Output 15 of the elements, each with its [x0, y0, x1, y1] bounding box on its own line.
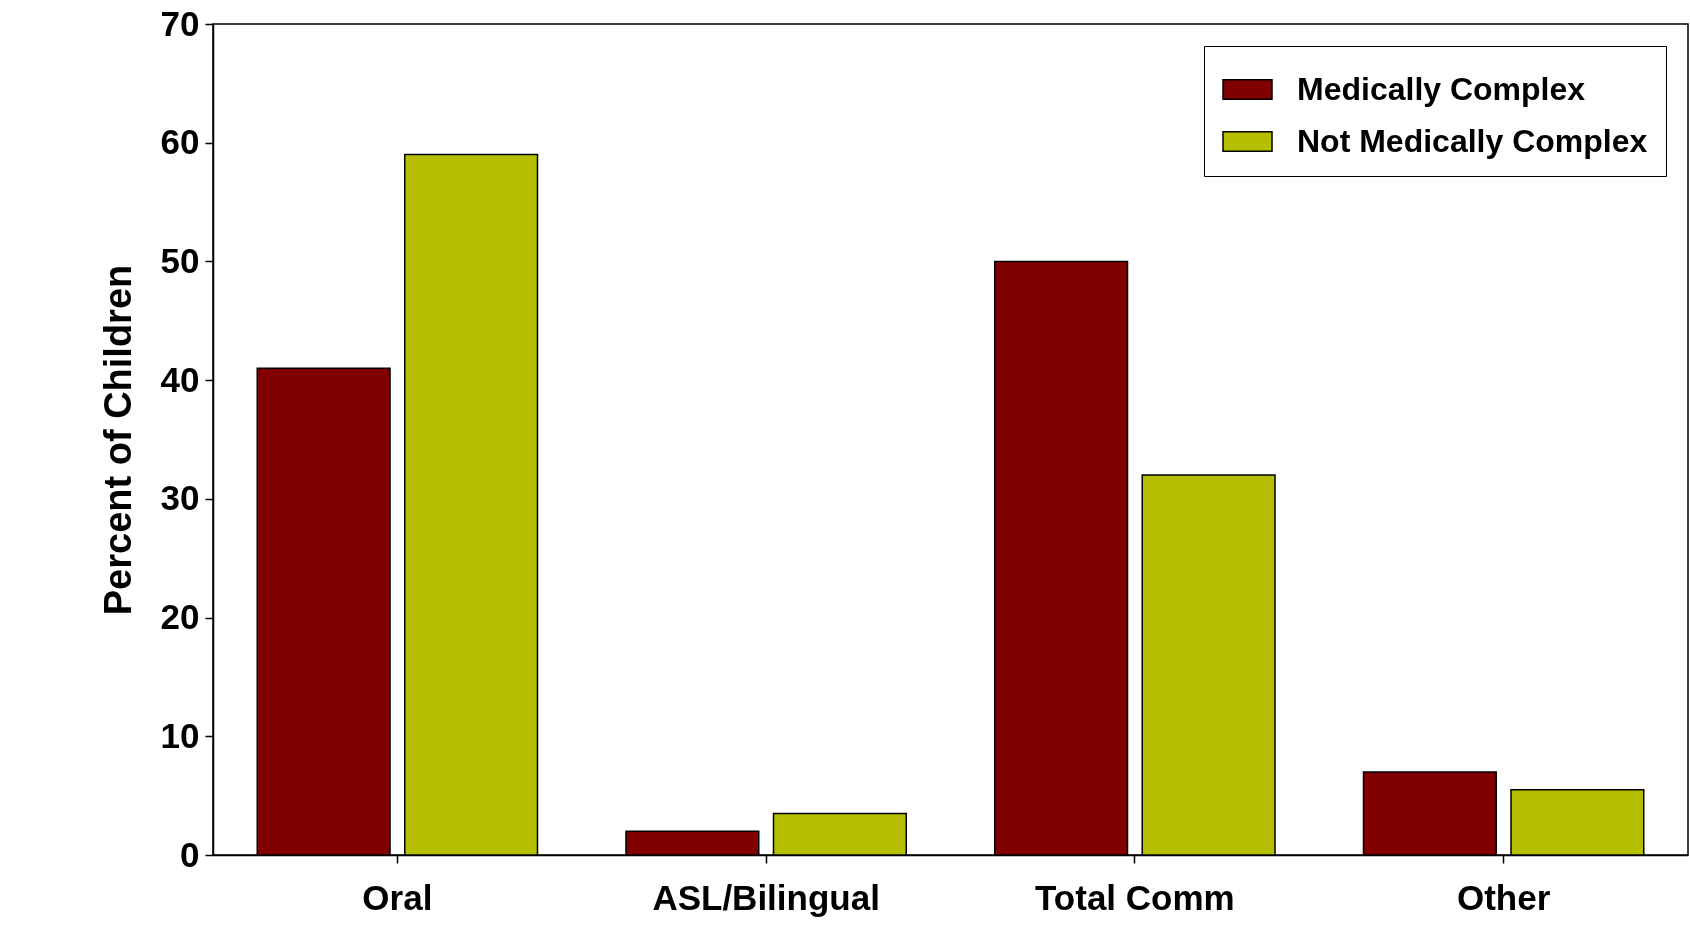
x-tick-label: Total Comm — [1035, 877, 1235, 917]
legend-label: Medically Complex — [1297, 70, 1586, 107]
y-tick-label: 0 — [180, 834, 200, 874]
y-tick-label: 50 — [160, 240, 200, 280]
y-axis-title: Percent of Children — [96, 264, 139, 616]
x-tick-label: Other — [1456, 877, 1551, 917]
y-tick-label: 20 — [160, 597, 200, 637]
y-tick-label: 30 — [160, 478, 200, 518]
x-tick-label: ASL/Bilingual — [652, 877, 880, 917]
y-tick-label: 60 — [160, 122, 200, 162]
y-tick-label: 70 — [160, 3, 200, 43]
x-tick-label: Oral — [362, 877, 433, 917]
y-tick-label: 10 — [160, 715, 200, 755]
y-tick-label: 40 — [160, 359, 200, 399]
legend-label: Not Medically Complex — [1297, 122, 1648, 159]
